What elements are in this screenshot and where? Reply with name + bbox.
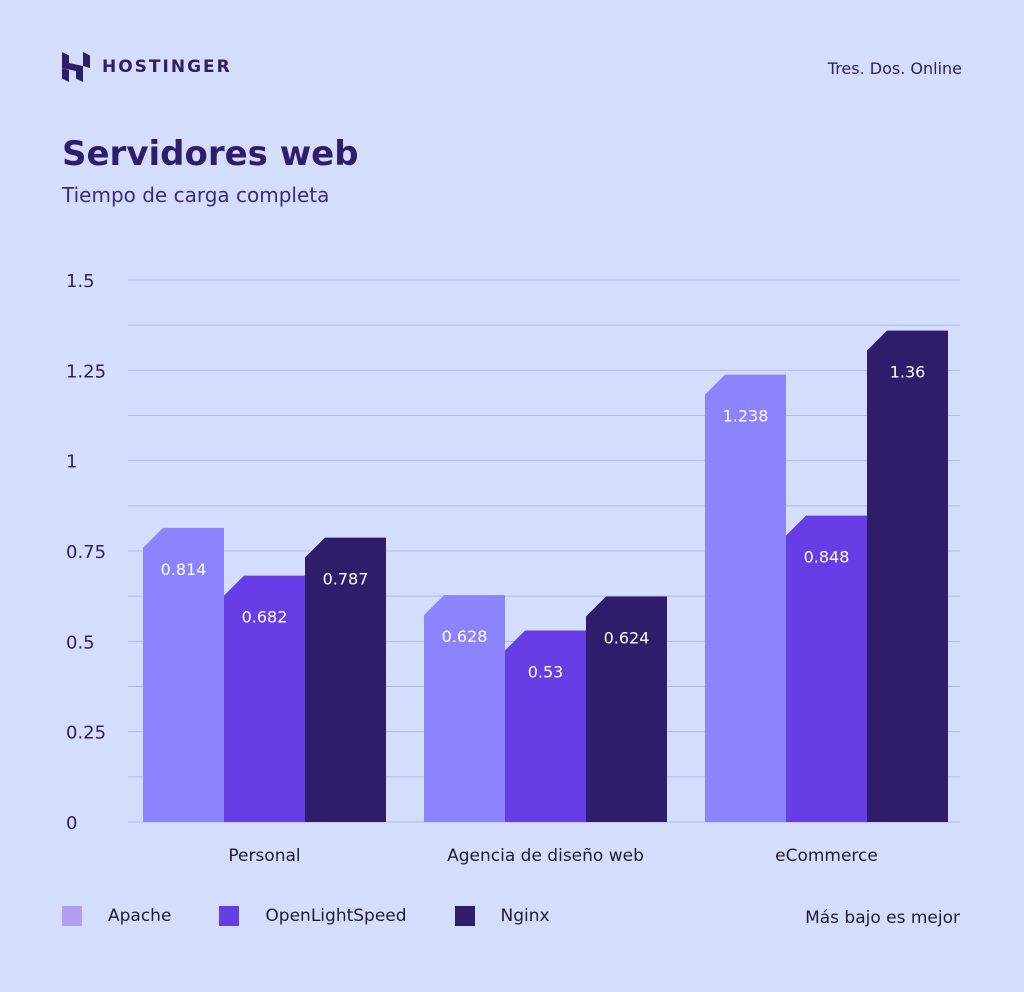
source-label: Tres. Dos. Online: [827, 59, 962, 78]
legend-label: OpenLightSpeed: [265, 906, 407, 926]
hostinger-logo-icon: [62, 52, 90, 82]
x-tick-label: Personal: [228, 846, 300, 866]
y-tick-label: 0.75: [66, 542, 106, 563]
chart-subtitle: Tiempo de carga completa: [62, 183, 330, 207]
brand-name: HOSTINGER: [102, 57, 232, 77]
footnote: Más bajo es mejor: [805, 908, 960, 928]
bar-openlightspeed: [786, 515, 867, 822]
y-tick-label: 1.25: [66, 361, 106, 382]
bar-openlightspeed: [505, 630, 586, 822]
bar-nginx: [867, 330, 948, 822]
chart-title: Servidores web: [62, 134, 359, 174]
y-tick-label: 0.25: [66, 723, 106, 744]
data-label: 0.53: [528, 662, 564, 681]
y-tick-label: 0: [66, 813, 77, 834]
bar-apache: [424, 595, 505, 822]
legend-label: Apache: [108, 906, 172, 926]
legend-swatch-nginx: [454, 906, 475, 926]
y-tick-label: 1.5: [66, 271, 95, 292]
bar-openlightspeed: [224, 575, 305, 822]
legend: Apache OpenLightSpeed Nginx: [62, 906, 598, 926]
data-label: 0.628: [442, 627, 488, 646]
bar-nginx: [305, 537, 386, 822]
bar-apache: [143, 527, 224, 822]
data-label: 0.682: [242, 608, 288, 627]
data-label: 1.36: [890, 363, 926, 382]
legend-label: Nginx: [500, 906, 550, 926]
data-label: 0.624: [604, 629, 650, 648]
x-tick-label: Agencia de diseño web: [447, 846, 644, 866]
y-tick-label: 0.5: [66, 632, 95, 653]
legend-item-apache: Apache: [62, 906, 171, 926]
y-tick-label: 1: [66, 452, 77, 473]
data-label: 1.238: [723, 407, 769, 426]
legend-item-openlightspeed: OpenLightSpeed: [219, 906, 407, 926]
bar-nginx: [586, 596, 667, 822]
x-tick-label: eCommerce: [775, 846, 878, 866]
brand-logo: HOSTINGER: [62, 52, 232, 82]
legend-swatch-apache: [62, 906, 82, 926]
bar-apache: [705, 374, 786, 822]
data-label: 0.787: [323, 570, 369, 589]
data-label: 0.814: [161, 560, 207, 579]
legend-swatch-openlightspeed: [219, 906, 240, 926]
data-label: 0.848: [804, 548, 850, 567]
legend-item-nginx: Nginx: [454, 906, 550, 926]
